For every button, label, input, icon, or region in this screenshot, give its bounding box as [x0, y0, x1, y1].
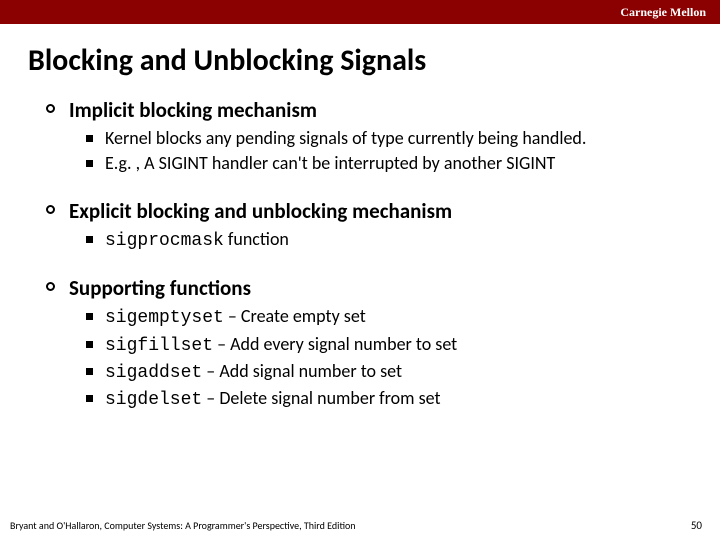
square-bullet-icon: [86, 395, 93, 402]
item-text: sigdelset – Delete signal number from se…: [105, 387, 441, 412]
code-token: sigaddset: [105, 363, 202, 383]
item-tail: – Add signal number to set: [202, 360, 402, 382]
circle-bullet-icon: [46, 205, 55, 214]
footer-citation: Bryant and O'Hallaron, Computer Systems:…: [10, 519, 356, 532]
list-item: sigfillset – Add every signal number to …: [86, 333, 690, 358]
list-item: sigemptyset – Create empty set: [86, 305, 690, 330]
list-item: sigaddset – Add signal number to set: [86, 360, 690, 385]
section-heading: Supporting functions: [46, 275, 690, 301]
section-supporting: Supporting functions sigemptyset – Creat…: [46, 275, 690, 413]
sub-list: sigemptyset – Create empty set sigfillse…: [86, 305, 690, 413]
item-text: sigemptyset – Create empty set: [105, 305, 366, 330]
circle-bullet-icon: [46, 104, 55, 113]
list-item: sigdelset – Delete signal number from se…: [86, 387, 690, 412]
footer: Bryant and O'Hallaron, Computer Systems:…: [0, 519, 720, 532]
code-token: sigfillset: [105, 336, 213, 356]
sub-list: Kernel blocks any pending signals of typ…: [86, 127, 690, 176]
section-heading-text: Explicit blocking and unblocking mechani…: [69, 198, 452, 224]
slide-title: Blocking and Unblocking Signals: [28, 42, 720, 79]
code-token: sigprocmask: [105, 231, 224, 251]
item-text: sigprocmask function: [105, 228, 289, 253]
square-bullet-icon: [86, 135, 93, 142]
square-bullet-icon: [86, 368, 93, 375]
item-text: Kernel blocks any pending signals of typ…: [105, 127, 586, 150]
section-heading-text: Supporting functions: [69, 275, 251, 301]
square-bullet-icon: [86, 160, 93, 167]
section-explicit: Explicit blocking and unblocking mechani…: [46, 198, 690, 253]
org-label: Carnegie Mellon: [620, 5, 706, 20]
content-area: Implicit blocking mechanism Kernel block…: [46, 97, 690, 413]
item-text: sigaddset – Add signal number to set: [105, 360, 402, 385]
item-text: E.g. , A SIGINT handler can't be interru…: [105, 152, 555, 175]
code-token: sigdelset: [105, 390, 202, 410]
square-bullet-icon: [86, 341, 93, 348]
square-bullet-icon: [86, 236, 93, 243]
section-heading: Implicit blocking mechanism: [46, 97, 690, 123]
sub-list: sigprocmask function: [86, 228, 690, 253]
circle-bullet-icon: [46, 282, 55, 291]
section-heading: Explicit blocking and unblocking mechani…: [46, 198, 690, 224]
section-implicit: Implicit blocking mechanism Kernel block…: [46, 97, 690, 176]
item-tail: – Delete signal number from set: [202, 387, 440, 409]
item-tail: function: [224, 228, 289, 250]
page-number: 50: [691, 519, 702, 532]
square-bullet-icon: [86, 313, 93, 320]
header-bar: Carnegie Mellon: [0, 0, 720, 24]
item-tail: – Add every signal number to set: [213, 333, 457, 355]
list-item: Kernel blocks any pending signals of typ…: [86, 127, 690, 150]
section-heading-text: Implicit blocking mechanism: [69, 97, 317, 123]
item-tail: – Create empty set: [224, 305, 366, 327]
code-token: sigemptyset: [105, 308, 224, 328]
item-text: sigfillset – Add every signal number to …: [105, 333, 457, 358]
list-item: E.g. , A SIGINT handler can't be interru…: [86, 152, 690, 175]
list-item: sigprocmask function: [86, 228, 690, 253]
